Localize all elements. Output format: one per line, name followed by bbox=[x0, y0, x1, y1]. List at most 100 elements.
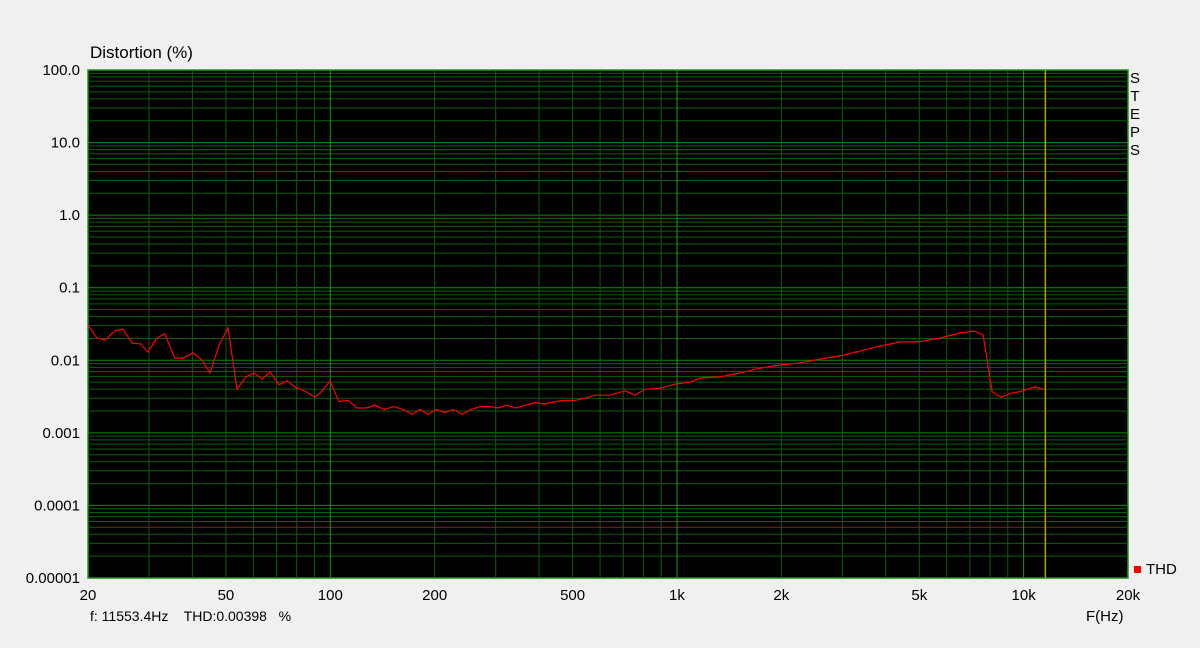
data-point bbox=[674, 383, 676, 385]
data-point bbox=[182, 357, 184, 359]
x-tick-label: 2k bbox=[773, 587, 789, 604]
data-point bbox=[497, 407, 499, 409]
data-point bbox=[973, 330, 975, 332]
data-point bbox=[859, 350, 861, 352]
data-point bbox=[96, 337, 98, 339]
data-point bbox=[799, 362, 801, 364]
data-point bbox=[699, 377, 701, 379]
data-point bbox=[322, 389, 324, 391]
x-tick-label: 200 bbox=[422, 587, 447, 604]
data-point bbox=[839, 355, 841, 357]
data-point bbox=[393, 406, 395, 408]
data-point bbox=[899, 341, 901, 343]
data-point bbox=[574, 399, 576, 402]
data-point bbox=[253, 372, 255, 374]
data-point bbox=[147, 351, 149, 353]
data-point bbox=[554, 400, 556, 403]
steps-letter: S bbox=[1129, 142, 1140, 159]
data-point bbox=[719, 376, 721, 378]
y-tick-label: 0.00001 bbox=[26, 570, 80, 587]
data-point bbox=[245, 376, 247, 378]
data-point bbox=[959, 332, 961, 334]
data-point bbox=[347, 399, 349, 402]
data-point bbox=[329, 380, 331, 382]
data-point bbox=[278, 384, 280, 386]
data-point bbox=[427, 413, 429, 415]
data-point bbox=[594, 394, 596, 396]
data-point bbox=[689, 381, 691, 383]
data-point bbox=[879, 345, 881, 347]
data-point bbox=[939, 337, 941, 339]
data-point bbox=[470, 408, 472, 411]
data-point bbox=[1000, 396, 1002, 398]
readout-unit: % bbox=[278, 608, 292, 624]
data-point bbox=[1009, 392, 1011, 394]
data-point bbox=[461, 413, 463, 415]
data-point bbox=[295, 387, 297, 389]
readout-frequency: f: 11553.4Hz bbox=[90, 608, 169, 624]
data-point bbox=[87, 324, 89, 326]
data-point bbox=[564, 399, 566, 402]
data-point bbox=[609, 394, 611, 396]
data-point bbox=[917, 341, 919, 343]
data-point bbox=[524, 404, 526, 406]
y-tick-label: 10.0 bbox=[51, 135, 80, 152]
y-tick-label: 0.01 bbox=[51, 352, 80, 369]
data-point bbox=[209, 372, 211, 374]
y-tick-label: 1.0 bbox=[59, 207, 80, 224]
plot-area bbox=[87, 69, 1129, 579]
x-tick-label: 20 bbox=[80, 587, 97, 604]
data-point bbox=[411, 413, 413, 415]
data-point bbox=[659, 387, 661, 389]
readout-thd: THD:0.00398 bbox=[183, 608, 267, 624]
data-point bbox=[365, 407, 367, 409]
data-point bbox=[286, 380, 288, 382]
data-point bbox=[739, 372, 741, 374]
x-tick-label: 500 bbox=[560, 587, 585, 604]
data-point bbox=[644, 388, 646, 390]
data-point bbox=[819, 358, 821, 360]
data-point bbox=[156, 337, 158, 339]
data-point bbox=[444, 412, 446, 414]
data-point bbox=[435, 408, 437, 411]
data-point bbox=[164, 333, 166, 335]
data-point bbox=[356, 407, 358, 409]
data-point bbox=[624, 390, 626, 392]
x-tick-label: 10k bbox=[1012, 587, 1037, 604]
data-point bbox=[1019, 391, 1021, 393]
data-point bbox=[139, 343, 141, 345]
data-point bbox=[261, 378, 263, 380]
legend-label-thd: THD bbox=[1146, 561, 1177, 578]
data-point bbox=[479, 406, 481, 408]
data-point bbox=[314, 396, 316, 398]
data-point bbox=[192, 352, 194, 354]
data-point bbox=[534, 402, 536, 404]
data-point bbox=[383, 408, 385, 411]
steps-label: S T E P S bbox=[1129, 70, 1141, 160]
data-point bbox=[489, 406, 491, 408]
x-tick-label: 5k bbox=[911, 587, 927, 604]
data-point bbox=[452, 408, 454, 411]
data-point bbox=[402, 408, 404, 411]
legend: THD bbox=[1134, 561, 1177, 578]
data-point bbox=[236, 388, 238, 390]
steps-letter: T bbox=[1130, 88, 1140, 105]
data-point bbox=[991, 391, 993, 393]
data-point bbox=[634, 394, 636, 396]
x-axis-label: F(Hz) bbox=[1086, 608, 1124, 625]
y-tick-label: 100.0 bbox=[42, 62, 80, 79]
data-point bbox=[515, 407, 517, 409]
data-point bbox=[122, 328, 124, 330]
steps-letter: E bbox=[1129, 106, 1140, 123]
data-point bbox=[269, 371, 271, 373]
data-point bbox=[1042, 388, 1044, 390]
steps-letter: S bbox=[1129, 70, 1140, 87]
steps-letter: P bbox=[1129, 124, 1140, 141]
data-point bbox=[218, 344, 220, 346]
x-tick-label: 20k bbox=[1116, 587, 1141, 604]
data-point bbox=[1034, 386, 1036, 388]
x-tick-label: 50 bbox=[218, 587, 235, 604]
y-tick-label: 0.1 bbox=[59, 280, 80, 297]
data-point bbox=[419, 408, 421, 411]
